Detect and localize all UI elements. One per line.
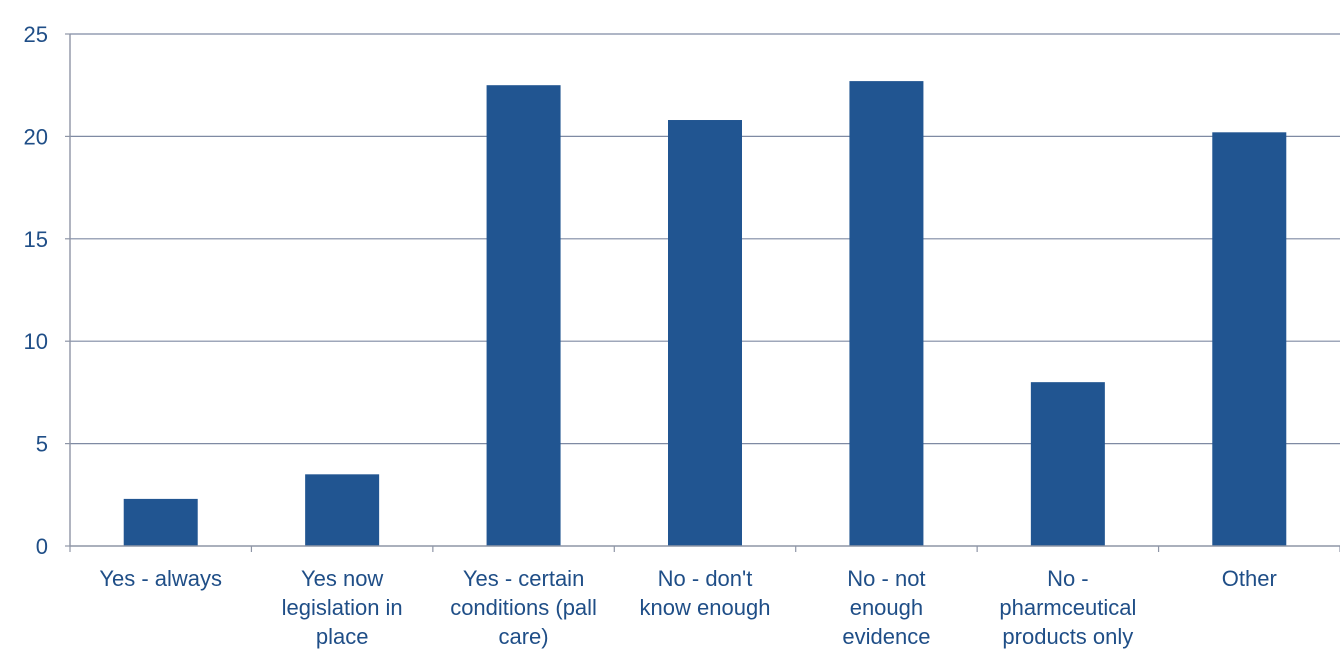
x-tick-label: No - not enough evidence — [842, 566, 930, 649]
axes — [65, 33, 1340, 552]
x-tick-label: Other — [1222, 566, 1277, 591]
x-tick-label: No - don't know enough — [640, 566, 771, 620]
bar — [486, 85, 561, 546]
x-tick-label-line: evidence — [842, 624, 930, 649]
x-tick-label: Yes - certain conditions (pall care) — [450, 566, 597, 649]
y-tick-label: 20 — [24, 124, 48, 149]
x-tick-label-line: know enough — [640, 595, 771, 620]
x-tick-label-line: No - — [1047, 566, 1089, 591]
y-tick-label: 10 — [24, 329, 48, 354]
x-tick-label-line: legislation in — [282, 595, 403, 620]
y-tick-label: 15 — [24, 227, 48, 252]
x-tick-label-line: No - not — [847, 566, 925, 591]
bar — [123, 498, 198, 546]
bar — [1030, 382, 1105, 546]
x-tick-label-line: place — [316, 624, 369, 649]
x-tick-label-line: No - don't — [658, 566, 753, 591]
x-tick-label-line: conditions (pall — [450, 595, 597, 620]
x-tick-label-line: products only — [1002, 624, 1133, 649]
x-tick-label: Yes now legislation in place — [282, 566, 403, 649]
y-axis-tick-labels: 0 5 10 15 20 25 — [24, 22, 48, 559]
x-tick-label-line: pharmceutical — [999, 595, 1136, 620]
x-tick-label-line: Yes - always — [99, 566, 222, 591]
bar — [305, 474, 380, 546]
x-tick-label: No - pharmceutical products only — [999, 566, 1136, 649]
x-tick-label-line: Yes now — [301, 566, 383, 591]
bar — [849, 81, 924, 546]
bar — [1212, 132, 1287, 546]
x-tick-label-line: Other — [1222, 566, 1277, 591]
y-tick-label: 0 — [36, 534, 48, 559]
x-tick-label-line: enough — [850, 595, 923, 620]
x-axis-tick-labels: Yes - always Yes now legislation in placeYe… — [99, 566, 1276, 649]
x-tick-label: Yes - always — [99, 566, 222, 591]
y-tick-label: 25 — [24, 22, 48, 47]
bars — [123, 81, 1287, 547]
bar — [668, 120, 742, 547]
x-tick-label-line: care) — [499, 624, 549, 649]
x-tick-label-line: Yes - certain — [463, 566, 584, 591]
y-tick-label: 5 — [36, 432, 48, 457]
